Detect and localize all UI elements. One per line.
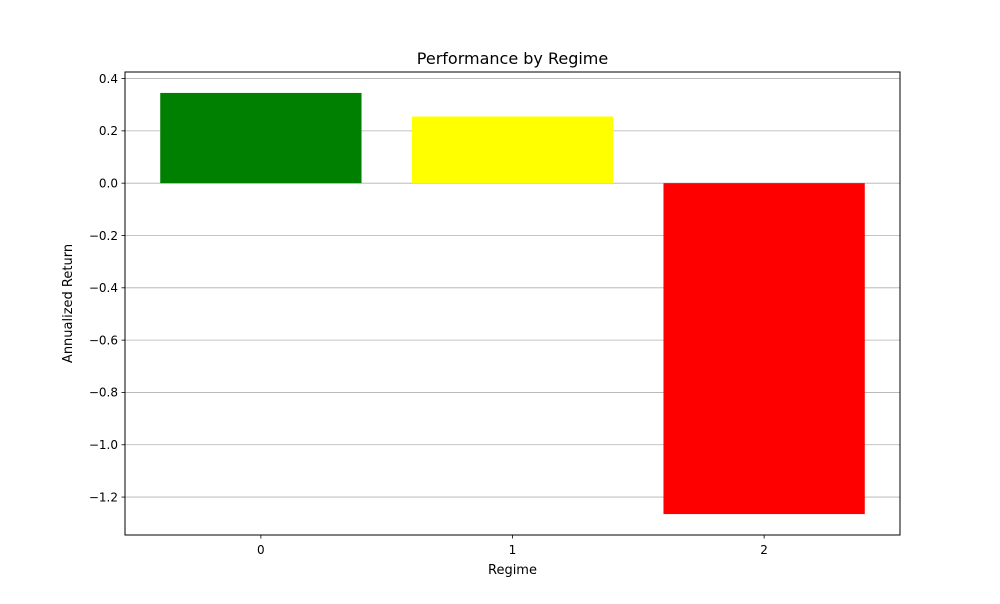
y-tick-label: 0.2 (99, 124, 118, 138)
bar-regime-0 (160, 92, 362, 184)
x-axis-ticks: 0 1 2 (257, 535, 768, 557)
y-tick-label: −0.8 (89, 386, 118, 400)
bars (160, 92, 865, 515)
chart-title: Performance by Regime (417, 49, 608, 68)
bar-regime-2 (663, 183, 865, 515)
y-tick-label: 0.4 (99, 72, 118, 86)
x-tick-label: 2 (760, 543, 768, 557)
y-tick-label: −1.0 (89, 438, 118, 452)
bar-regime-1 (411, 116, 614, 184)
y-tick-label: −0.4 (89, 281, 118, 295)
x-tick-label: 1 (509, 543, 517, 557)
y-tick-label: −0.2 (89, 229, 118, 243)
y-axis-ticks: 0.4 0.2 0.0 −0.2 −0.4 −0.6 −0.8 −1.0 −1.2 (89, 72, 125, 504)
y-axis-label: Annualized Return (61, 244, 76, 363)
x-tick-label: 0 (257, 543, 265, 557)
y-tick-label: −0.6 (89, 333, 118, 347)
x-axis-label: Regime (488, 563, 537, 578)
y-tick-label: 0.0 (99, 176, 118, 190)
y-tick-label: −1.2 (89, 490, 118, 504)
